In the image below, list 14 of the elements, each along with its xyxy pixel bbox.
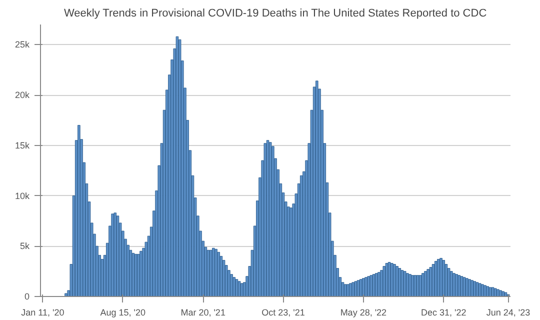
y-tick-label: 25k bbox=[14, 40, 30, 50]
x-tick-label: May 28, '22 bbox=[340, 308, 387, 318]
x-tick-label: Jun 24, '23 bbox=[486, 308, 530, 318]
y-tick-label: 20k bbox=[14, 90, 30, 100]
y-tick-label: 10k bbox=[14, 190, 30, 201]
chart-title: Weekly Trends in Provisional COVID-19 Deaths in The United States Reported to CDC bbox=[64, 8, 487, 20]
y-tick-label: 0 bbox=[24, 292, 30, 302]
x-tick-label: Mar 20, '21 bbox=[180, 308, 226, 318]
x-tick-label: Jan 11, '20 bbox=[21, 308, 64, 318]
x-tick-label: Oct 23, '21 bbox=[262, 308, 305, 318]
y-tick-label: 5k bbox=[20, 241, 30, 252]
x-tick-label: Aug 15, '20 bbox=[100, 308, 146, 318]
x-tick-label: Dec 31, '22 bbox=[421, 308, 466, 318]
y-tick-label: 15k bbox=[14, 140, 30, 150]
